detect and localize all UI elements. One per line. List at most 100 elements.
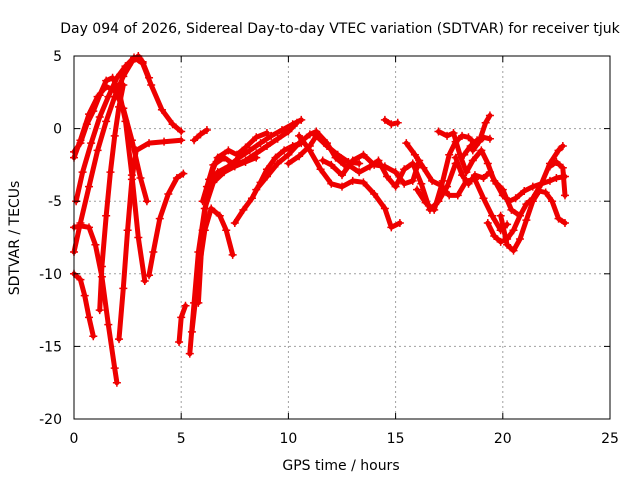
data-point [202,182,211,191]
data-point [479,194,488,203]
data-point [87,139,96,148]
data-point [496,237,505,246]
data-point [207,204,216,213]
series-track [285,133,362,166]
series-s19 [284,131,364,168]
data-point [408,176,417,185]
data-point [93,92,102,101]
data-point [445,150,454,159]
data-point [145,139,154,148]
data-point [458,171,467,180]
data-point [509,246,518,255]
y-tick-label: -15 [39,339,62,355]
data-point [355,168,364,177]
data-point [305,146,314,155]
data-point [492,179,501,188]
data-point [262,142,271,151]
series-track [116,137,184,342]
data-point [545,162,554,171]
y-tick-label: 0 [53,122,62,138]
data-point [164,189,173,198]
data-point [338,171,346,180]
data-point [297,115,306,124]
data-point [370,189,379,198]
data-point [134,233,143,242]
data-point [177,136,186,145]
series-s10 [175,301,190,347]
series-s24 [402,139,512,235]
data-point [262,128,271,137]
data-point [327,179,336,188]
data-point [451,153,460,162]
data-point [102,211,111,220]
data-point [149,248,158,257]
data-point [391,182,400,191]
series-track [485,143,566,245]
series-s9 [145,169,188,280]
data-point [284,150,293,159]
data-point [190,136,199,145]
data-point [554,146,563,155]
data-point [262,165,271,174]
data-point [554,214,563,223]
data-point [76,275,85,284]
data-point [295,131,304,140]
data-point [400,179,409,188]
data-point [490,232,499,241]
x-tick-label: 20 [494,431,512,447]
data-point [202,126,211,135]
data-point [127,175,136,184]
data-point [157,105,166,114]
data-point [545,176,554,185]
data-point [198,197,207,206]
data-point [119,72,128,81]
data-point [393,118,402,127]
data-point [338,182,346,191]
data-point [142,197,151,206]
series-track [176,303,188,345]
data-point [485,134,494,143]
data-point [430,205,439,214]
data-point [132,146,141,155]
data-point [479,173,488,182]
data-point [168,120,177,129]
data-point [115,335,124,344]
series-track [204,117,304,190]
data-point [359,178,368,187]
grid [74,56,610,419]
data-point [316,165,325,174]
data-point [477,146,486,155]
data-point [78,168,87,177]
series-track [453,155,568,204]
data-point [552,173,561,182]
data-point [498,191,507,200]
data-point [438,176,447,185]
data-point [112,378,121,387]
data-point [318,156,327,165]
data-point [138,57,147,66]
data-point [80,291,89,300]
data-point [262,172,271,181]
data-point [194,298,203,307]
x-tick-label: 25 [601,431,619,447]
data-point [97,262,106,271]
data-point [91,240,100,249]
data-point [355,159,364,168]
x-tick-label: 15 [387,431,405,447]
data-point [213,168,222,177]
data-point [245,146,254,155]
data-point [537,179,546,188]
data-point [410,150,419,159]
data-point [247,194,256,203]
data-point [468,156,477,165]
data-point [172,173,181,182]
series-s14 [194,128,271,307]
data-point [241,143,250,152]
data-point [85,182,94,191]
data-point [488,211,497,220]
y-tick-label: -5 [48,194,62,210]
series-track [71,271,96,339]
data-point [428,176,437,185]
data-point [359,150,368,159]
data-point [89,332,98,341]
